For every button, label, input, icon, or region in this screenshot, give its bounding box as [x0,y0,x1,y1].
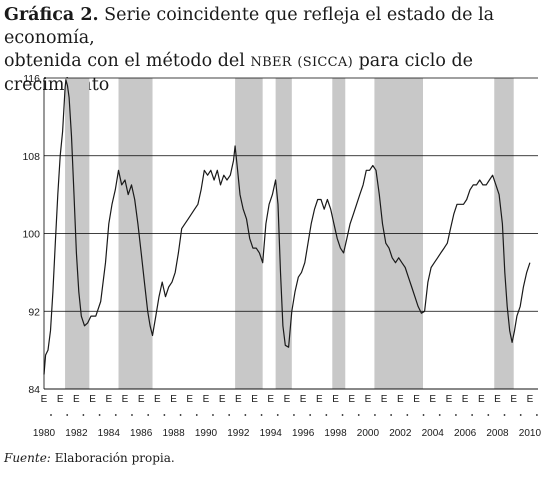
x-tick-label: 2002 [389,428,412,439]
source-label: Fuente: [4,451,51,465]
month-tick-label: E [365,394,372,405]
tick-dot [487,414,490,416]
x-tick-label: 1998 [324,428,347,439]
y-tick-label: 116 [23,73,40,85]
month-tick-label: E [203,394,210,405]
title-text-1: Serie coincidente que refleja el estado … [4,5,495,48]
month-tick-label: E [235,394,242,405]
month-tick-label: E [446,394,453,405]
tick-dot [50,414,52,416]
month-tick-label: E [267,394,274,405]
x-tick-label: 2008 [486,428,509,439]
month-tick-label: E [138,394,145,405]
tick-dot [503,414,506,416]
tick-dot [471,414,474,416]
tick-dot [536,414,538,416]
x-tick-label: 2010 [519,428,542,439]
month-tick-label: E [413,394,420,405]
tick-dot [163,414,166,416]
x-tick-label: 2000 [357,428,380,439]
series-layer [43,79,531,375]
tick-dot [131,414,133,416]
x-tick-label: 1992 [227,428,250,439]
x-tick-label: 1982 [65,428,88,439]
tick-dot [438,414,441,416]
tick-dot [357,414,360,416]
month-tick-label: E [381,394,388,405]
x-tick-label: 2006 [454,428,477,439]
month-tick-label: E [527,394,534,405]
month-tick-label: E [316,394,323,405]
tick-dot [212,414,214,416]
tick-dot [244,414,247,416]
tick-dot [195,414,198,416]
month-tick-label: E [429,394,436,405]
month-tick-label: E [219,394,226,405]
month-tick-label: E [251,394,258,405]
title-nber: NBER [250,55,292,70]
y-tick-label: 84 [28,384,40,396]
month-tick-label: E [73,394,80,405]
title-line-1: Gráfica 2. Serie coincidente que refleja… [4,4,544,50]
month-tick-label: E [122,394,129,405]
month-tick-label: E [332,394,339,405]
month-tick-label: E [284,394,291,405]
title-sicca: (SICCA) [297,55,353,70]
tick-dot [519,414,522,416]
month-tick-label: E [57,394,64,405]
tick-dot [114,414,117,416]
tick-dot [341,414,344,416]
y-tick-label: 92 [28,306,40,318]
month-tick-label: E [494,394,501,405]
tick-dot [406,414,409,416]
x-tick-label: 1980 [33,428,56,439]
tick-dot [390,414,393,416]
tick-dot [66,414,69,416]
title-text-2a: obtenida con el método del [4,51,245,71]
tick-dot [455,414,457,416]
figure-label: Gráfica 2. [4,5,99,25]
source-text: Elaboración propia. [54,451,175,465]
x-tick-label: 1990 [195,428,218,439]
tick-dot [228,414,231,416]
tick-dot [293,414,295,416]
x-tick-label: 1994 [260,428,283,439]
month-tick-label: E [41,394,48,405]
tick-dot [309,414,312,416]
month-tick-label: E [170,394,177,405]
y-tick-label: 100 [22,229,40,241]
x-tick-label: 1996 [292,428,315,439]
tick-dot [325,414,328,416]
tick-dot [98,414,101,416]
month-tick-label: E [478,394,485,405]
series-line-1 [43,79,531,375]
tick-dot [147,414,150,416]
tick-dot [179,414,182,416]
tick-dot [260,414,263,416]
tick-dot [276,414,279,416]
month-tick-label: E [105,394,112,405]
month-tick-label: E [510,394,517,405]
month-tick-label: E [89,394,96,405]
month-tick-label: E [186,394,193,405]
tick-dot [422,414,425,416]
x-tick-label: 1988 [162,428,185,439]
x-tick-label: 1984 [98,428,121,439]
month-tick-label: E [300,394,307,405]
month-tick-label: E [462,394,469,405]
source-note: Fuente: Elaboración propia. [4,451,175,465]
month-tick-label: E [154,394,161,405]
tick-dot [82,414,85,416]
x-tick-label: 2004 [422,428,445,439]
tick-dot [374,414,376,416]
x-tick-label: 1986 [130,428,153,439]
month-tick-label: E [348,394,355,405]
month-tick-label: E [397,394,404,405]
y-tick-label: 108 [22,151,40,163]
